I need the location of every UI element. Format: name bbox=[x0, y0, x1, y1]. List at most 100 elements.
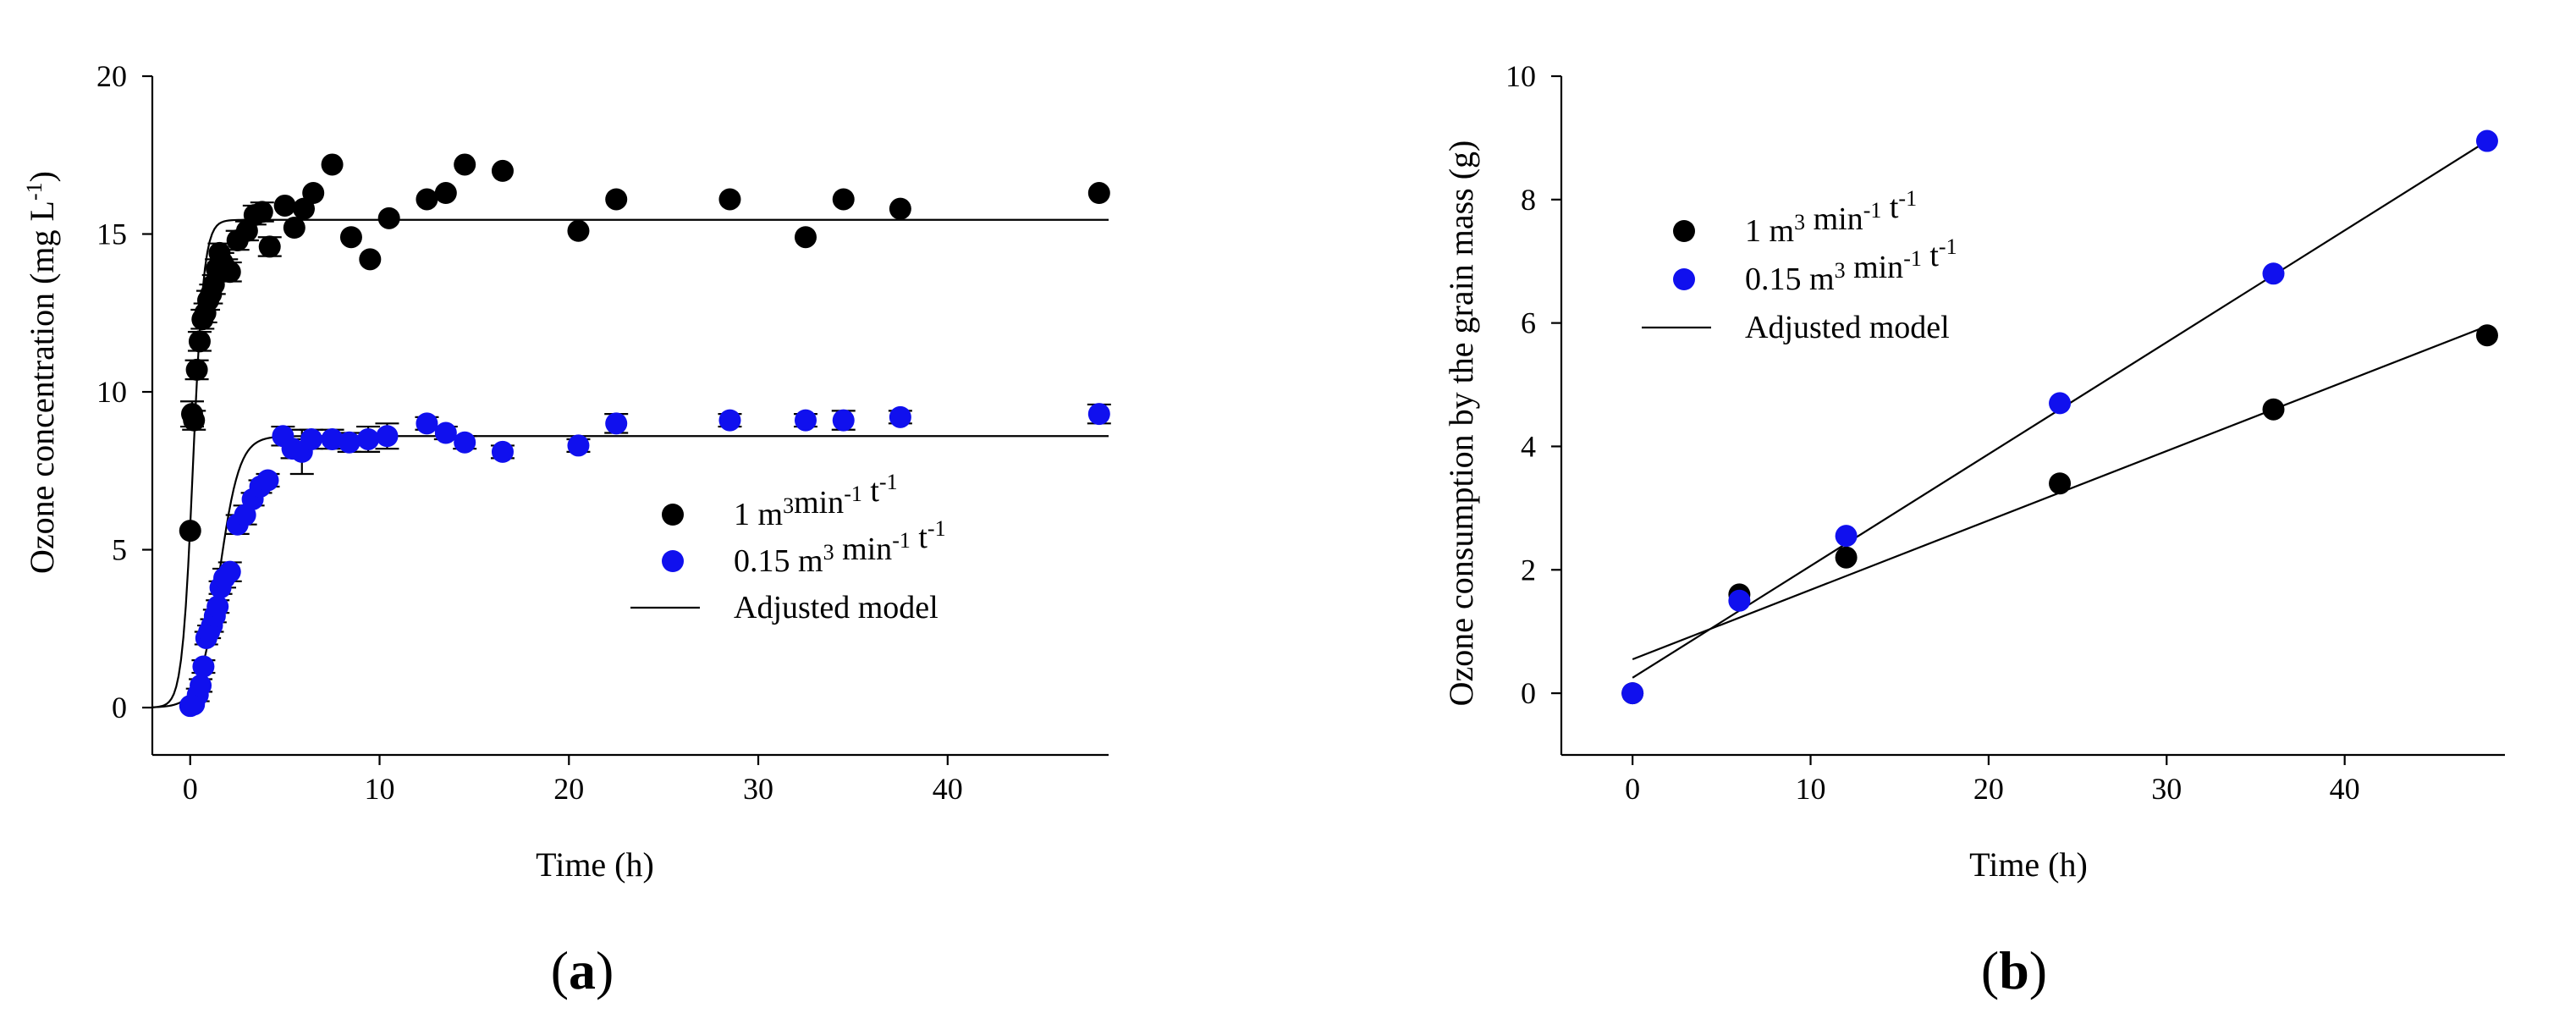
data-point-series-2 bbox=[567, 434, 590, 457]
data-point-series-1 bbox=[889, 197, 911, 220]
data-point-series-2 bbox=[2262, 262, 2285, 285]
y-tick-label: 5 bbox=[112, 533, 127, 567]
data-point-series-1 bbox=[1835, 546, 1858, 569]
data-point-series-2 bbox=[794, 409, 817, 432]
data-point-series-2 bbox=[256, 469, 279, 492]
data-point-series-1 bbox=[218, 261, 241, 284]
data-point-series-1 bbox=[359, 248, 382, 271]
data-point-series-1 bbox=[185, 358, 208, 381]
legend-entry: 1 m3min-1 t-1 bbox=[734, 470, 898, 532]
data-point-series-2 bbox=[491, 440, 514, 463]
x-tick-label: 30 bbox=[743, 772, 773, 806]
data-point-series-1 bbox=[302, 182, 325, 205]
y-tick-label: 0 bbox=[1521, 676, 1536, 710]
data-point-series-2 bbox=[605, 412, 628, 435]
data-point-series-2 bbox=[1621, 682, 1644, 705]
panel-b-xlabel: Time (h) bbox=[1969, 845, 2088, 884]
panel-b-ylabel: Ozone consumption by the grain mass (g) bbox=[1442, 140, 1480, 707]
y-tick-label: 10 bbox=[96, 375, 127, 409]
x-tick-label: 40 bbox=[2330, 772, 2360, 806]
data-point-series-2 bbox=[338, 431, 361, 454]
data-point-series-1 bbox=[1087, 182, 1110, 205]
data-point-series-1 bbox=[293, 197, 316, 220]
panel-a-model bbox=[151, 218, 1109, 708]
panel-a-legend: 1 m3min-1 t-10.15 m3 min-1 t-1 Adjusted m… bbox=[630, 470, 946, 625]
y-tick-label: 2 bbox=[1521, 553, 1536, 587]
model-curve-1 bbox=[151, 218, 1109, 708]
x-tick-label: 20 bbox=[1973, 772, 2004, 806]
data-point-series-1 bbox=[2262, 398, 2285, 421]
legend-marker bbox=[1673, 268, 1695, 290]
legend-entry: 0.15 m3 min-1 t-1 bbox=[1745, 234, 1957, 297]
data-point-series-2 bbox=[357, 427, 380, 450]
x-tick-label: 10 bbox=[365, 772, 395, 806]
y-tick-label: 6 bbox=[1521, 306, 1536, 340]
data-point-series-1 bbox=[794, 226, 817, 249]
data-point-series-2 bbox=[2475, 129, 2498, 152]
legend-entry: 1 m3 min-1 t-1 bbox=[1745, 186, 1917, 249]
data-point-series-2 bbox=[718, 409, 741, 432]
data-point-series-1 bbox=[250, 201, 273, 223]
data-point-series-1 bbox=[567, 219, 590, 242]
panel-b-points bbox=[1621, 129, 2498, 705]
data-point-series-2 bbox=[218, 560, 241, 583]
data-point-series-1 bbox=[273, 194, 296, 217]
x-tick-label: 40 bbox=[933, 772, 963, 806]
data-point-series-2 bbox=[192, 655, 215, 678]
data-point-series-2 bbox=[190, 674, 212, 697]
x-tick-label: 30 bbox=[2151, 772, 2182, 806]
legend-entry: Adjusted model bbox=[1745, 310, 1950, 345]
data-point-series-2 bbox=[416, 412, 438, 435]
data-point-series-1 bbox=[2049, 472, 2072, 495]
panel-a-axes: 0 10 20 30 40 0 5 10 15 20 bbox=[96, 59, 1109, 806]
panel-a-error-bars bbox=[179, 201, 1111, 702]
data-point-series-1 bbox=[321, 153, 344, 176]
x-tick-label: 0 bbox=[1625, 772, 1640, 806]
legend-marker bbox=[662, 504, 684, 526]
y-tick-label: 20 bbox=[96, 59, 127, 93]
data-point-series-2 bbox=[321, 427, 344, 450]
data-point-series-2 bbox=[300, 427, 322, 450]
y-tick-label: 10 bbox=[1505, 59, 1536, 93]
data-point-series-1 bbox=[718, 188, 741, 211]
legend-marker bbox=[662, 550, 684, 572]
data-point-series-2 bbox=[206, 595, 229, 618]
y-tick-label: 8 bbox=[1521, 183, 1536, 217]
panel-b-legend: 1 m3 min-1 t-10.15 m3 min-1 t-1 Adjusted … bbox=[1642, 186, 1957, 345]
model-curve-2 bbox=[151, 435, 1109, 708]
data-point-series-1 bbox=[454, 153, 476, 176]
data-point-series-1 bbox=[179, 520, 201, 543]
legend-marker bbox=[1673, 220, 1695, 242]
data-point-series-1 bbox=[416, 188, 438, 211]
data-point-series-1 bbox=[258, 235, 281, 258]
legend-entry: 0.15 m3 min-1 t-1 bbox=[734, 516, 946, 579]
data-point-series-2 bbox=[1835, 525, 1858, 548]
legend-entry: Adjusted model bbox=[734, 590, 938, 625]
x-tick-label: 20 bbox=[553, 772, 584, 806]
data-point-series-1 bbox=[183, 409, 206, 432]
panel-b-label: (b) bbox=[1981, 940, 2047, 1000]
data-point-series-2 bbox=[376, 425, 399, 448]
y-tick-label: 4 bbox=[1521, 429, 1536, 463]
data-point-series-1 bbox=[188, 330, 211, 353]
data-point-series-1 bbox=[2475, 324, 2498, 347]
panel-a-label: (a) bbox=[551, 940, 614, 1000]
data-point-series-2 bbox=[434, 421, 457, 444]
panel-a-points bbox=[179, 153, 1110, 718]
data-point-series-1 bbox=[283, 217, 305, 240]
panel-a-ylabel: Ozone concentration (mg L-1) bbox=[22, 171, 61, 574]
data-point-series-1 bbox=[491, 159, 514, 182]
data-point-series-2 bbox=[1728, 589, 1751, 612]
data-point-series-1 bbox=[605, 188, 628, 211]
x-tick-label: 0 bbox=[183, 772, 198, 806]
data-point-series-1 bbox=[377, 207, 400, 229]
y-tick-label: 0 bbox=[112, 691, 127, 724]
data-point-series-1 bbox=[339, 226, 362, 249]
data-point-series-2 bbox=[832, 409, 855, 432]
panel-b-axes: 0 10 20 30 40 0 2 4 6 8 10 bbox=[1505, 59, 2505, 806]
data-point-series-2 bbox=[889, 405, 911, 428]
data-point-series-1 bbox=[434, 182, 457, 205]
data-point-series-1 bbox=[832, 188, 855, 211]
x-tick-label: 10 bbox=[1796, 772, 1826, 806]
